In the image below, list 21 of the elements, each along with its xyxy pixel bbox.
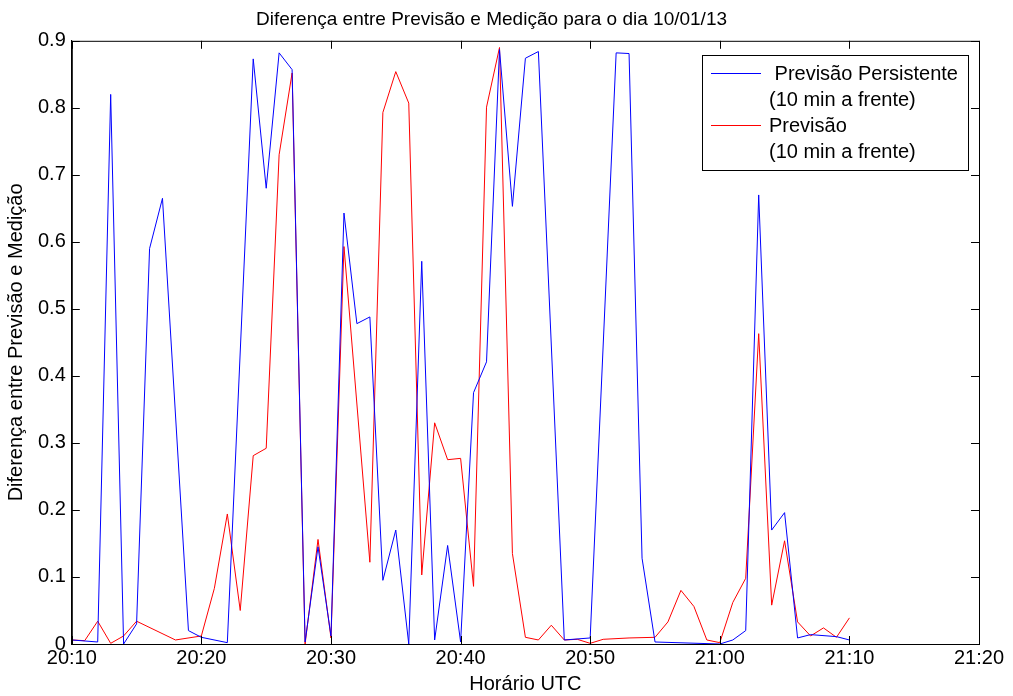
y-tick-label: 0.5 [37,296,66,319]
x-axis-title: Horário UTC [469,671,582,694]
y-tick-label: 0.4 [37,363,66,386]
y-tick-label: 0.3 [37,430,66,453]
y-tick-label: 0.7 [37,162,66,185]
x-tick-label: 20:50 [565,645,616,668]
y-axis-title: Diferença entre Previsão e Medição [3,183,26,502]
y-tick-label: 0.1 [37,564,66,587]
legend-label: Previsão Persistente (10 min a frente) [769,60,958,112]
x-tick-label: 20:40 [435,645,486,668]
y-tick-label: 0.2 [37,497,66,520]
x-tick-label: 21:10 [824,645,875,668]
y-tick-label: 0.6 [37,229,66,252]
y-tick-label: 0.8 [37,95,66,118]
chart-title: Diferença entre Previsão e Medição para o dia 10/01/13 [255,7,728,29]
x-tick-label: 21:00 [694,645,745,668]
legend-label: Previsão (10 min a frente) [769,112,916,164]
y-tick-label: 0.9 [37,28,66,51]
x-tick-label: 20:20 [176,645,227,668]
x-tick-label: 21:20 [953,645,1005,668]
x-tick-label: 20:30 [305,645,357,668]
